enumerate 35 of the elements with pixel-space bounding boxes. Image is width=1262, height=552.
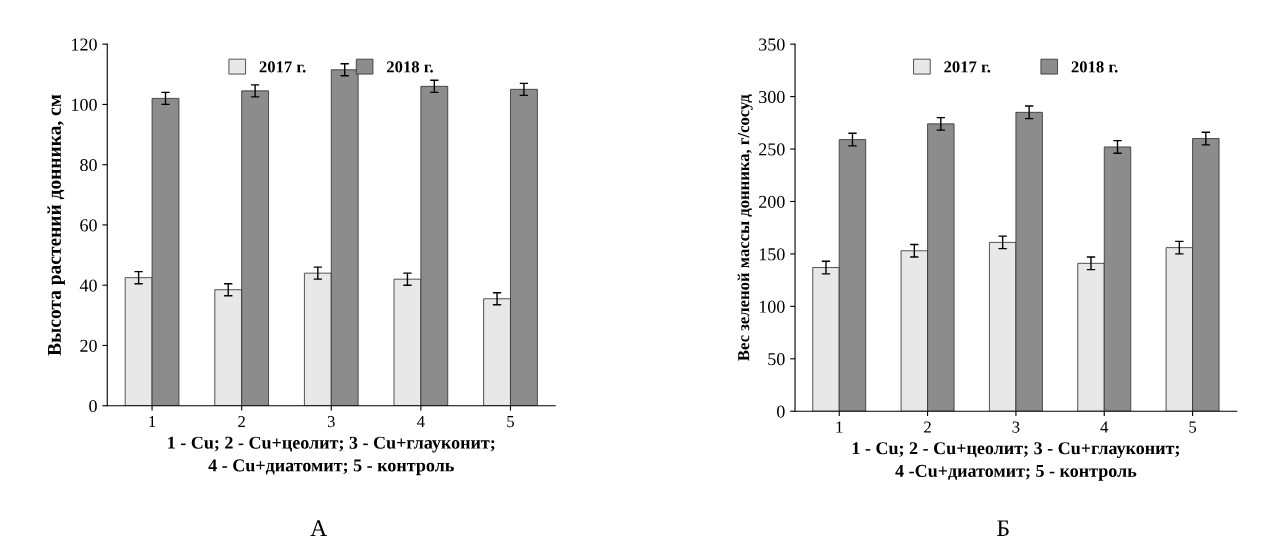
text: А <box>310 520 328 536</box>
text: Б <box>997 520 1009 536</box>
x-tick-label: 1 <box>149 416 156 428</box>
y-tick-label: 60 <box>80 219 97 232</box>
x-tick-label: 5 <box>507 416 514 428</box>
legend-label: 2017 г. <box>944 61 991 73</box>
x-tick-label: 1 <box>836 421 843 433</box>
x-tick-label: 5 <box>1189 421 1197 433</box>
x-tick-label: 3 <box>1012 421 1020 433</box>
y-tick-label: 80 <box>80 158 97 172</box>
y-tick-label: 300 <box>759 90 785 104</box>
x-tick-label: 2 <box>924 421 931 433</box>
legend-label: 2018 г. <box>1071 61 1118 73</box>
y-tick-label: 250 <box>759 143 785 156</box>
y-tick-label: 350 <box>759 38 785 51</box>
y-tick-label: 0 <box>89 399 97 413</box>
y-tick-label: 40 <box>79 279 97 292</box>
legend-label: 2017 г. <box>259 61 306 73</box>
y-tick-label: 120 <box>72 38 97 51</box>
y-tick-label: 150 <box>759 248 785 261</box>
legend-label: 2018 г. <box>386 61 433 73</box>
x-tick-label: 4 <box>1100 421 1109 433</box>
y-tick-label: 100 <box>72 98 97 111</box>
y-tick-label: 200 <box>759 195 785 208</box>
x-axis-title: 1 - Cu; 2 - Cu+цеолит; 3 - Cu+глауконит; 4 - Cu+диатомит; 5 - контроль <box>168 436 495 476</box>
x-axis-title: 1 - Cu; 2 - Cu+цеолит; 3 - Cu+глауконит; 4 -Cu+диатомит; 5 - контроль <box>852 442 1179 481</box>
x-tick-label: 3 <box>327 415 335 428</box>
y-tick-label: 20 <box>80 339 97 352</box>
y-axis-title: Вес зеленой массы донника, г/сосуд <box>737 94 753 361</box>
x-tick-label: 4 <box>417 416 425 428</box>
x-tick-label: 2 <box>238 415 245 428</box>
y-tick-label: 100 <box>759 300 785 313</box>
y-tick-label: 0 <box>777 405 785 418</box>
y-tick-label: 50 <box>768 353 785 366</box>
y-axis-title: Высота растений донника, см <box>47 94 65 356</box>
